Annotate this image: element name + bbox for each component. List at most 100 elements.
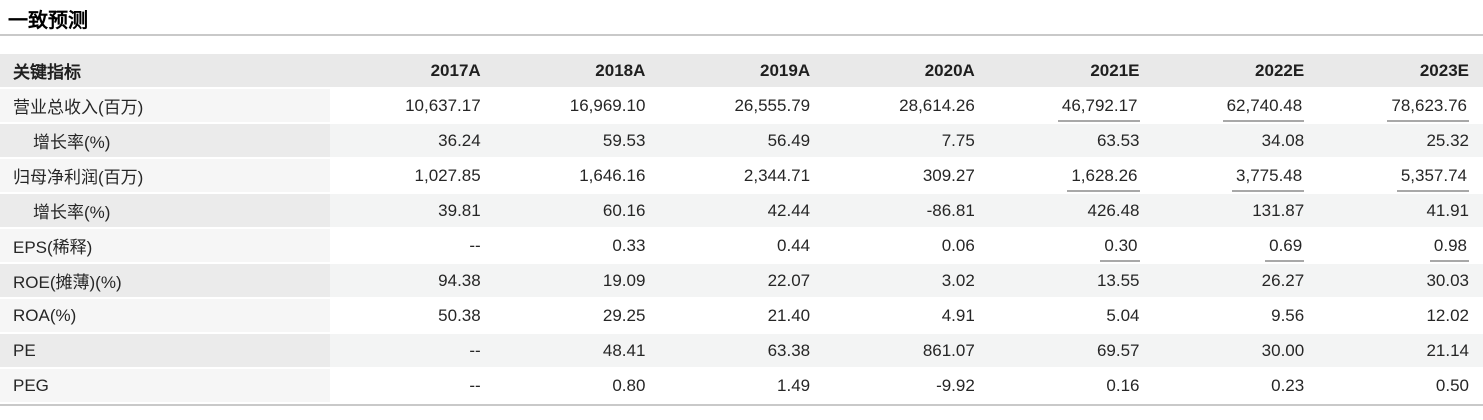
metric-value: 3.02 — [824, 264, 989, 297]
metric-value: 3,775.48 — [1153, 159, 1319, 192]
metric-value: 0.33 — [494, 229, 660, 262]
table-row: 营业总收入(百万) 10,637.17 16,969.10 26,555.79 28,6… — [0, 89, 1483, 122]
metric-value: 5.04 — [988, 299, 1154, 332]
metric-value: -- — [330, 229, 495, 262]
metric-value: 2,344.71 — [659, 159, 825, 192]
table-body: 营业总收入(百万) 10,637.17 16,969.10 26,555.79 28,6… — [0, 89, 1483, 402]
table-row: ROE(摊薄)(%) 94.38 19.09 22.07 3.02 13.55 26.27 3… — [0, 264, 1483, 297]
estimate-underlined-value: 0.98 — [1429, 236, 1469, 262]
metric-value: 34.08 — [1153, 124, 1319, 157]
metric-value: 21.40 — [659, 299, 825, 332]
metric-value: 62,740.48 — [1153, 89, 1319, 122]
column-header-2018A: 2018A — [494, 54, 660, 87]
metric-value: 10,637.17 — [330, 89, 495, 122]
metric-value: 59.53 — [494, 124, 660, 157]
metric-value: 22.07 — [659, 264, 825, 297]
table-bottom-divider — [0, 404, 1483, 406]
section-title: 一致预测 — [8, 10, 88, 32]
metric-value: 861.07 — [824, 334, 989, 367]
metric-value: 0.30 — [988, 229, 1154, 262]
column-header-2023E: 2023E — [1318, 54, 1483, 87]
metric-value: 26,555.79 — [659, 89, 825, 122]
metric-value: 0.50 — [1318, 369, 1483, 402]
metric-value: 16,969.10 — [494, 89, 660, 122]
metric-value: 0.80 — [494, 369, 660, 402]
metric-value: 1,628.26 — [988, 159, 1154, 192]
metric-value: 30.00 — [1153, 334, 1319, 367]
forecast-table: 关键指标 2017A 2018A 2019A 2020A 2021E 2022E… — [0, 52, 1483, 404]
metric-label: EPS(稀释) — [0, 229, 330, 262]
column-header-2020A: 2020A — [824, 54, 989, 87]
column-header-metric: 关键指标 — [0, 54, 330, 87]
metric-label: 归母净利润(百万) — [0, 159, 330, 192]
metric-label: 增长率(%) — [0, 194, 330, 227]
table-row: PEG -- 0.80 1.49 -9.92 0.16 0.23 0.50 — [0, 369, 1483, 402]
metric-value: 69.57 — [988, 334, 1154, 367]
estimate-underlined-value: 46,792.17 — [1057, 96, 1140, 122]
column-header-2022E: 2022E — [1153, 54, 1319, 87]
metric-value: 1.49 — [659, 369, 825, 402]
table-row: ROA(%) 50.38 29.25 21.40 4.91 5.04 9.56 12.02 — [0, 299, 1483, 332]
metric-value: 36.24 — [330, 124, 495, 157]
title-divider — [0, 34, 1483, 36]
metric-label: PEG — [0, 369, 330, 402]
estimate-underlined-value: 78,623.76 — [1387, 96, 1469, 122]
table-row: EPS(稀释) -- 0.33 0.44 0.06 0.30 0.69 0.98 — [0, 229, 1483, 262]
metric-value: 4.91 — [824, 299, 989, 332]
table-row: PE -- 48.41 63.38 861.07 69.57 30.00 21.14 — [0, 334, 1483, 367]
metric-value: 1,027.85 — [330, 159, 495, 192]
column-header-2019A: 2019A — [659, 54, 825, 87]
metric-value: 9.56 — [1153, 299, 1319, 332]
table-row: 增长率(%) 36.24 59.53 56.49 7.75 63.53 34.08 25.32 — [0, 124, 1483, 157]
table-row: 增长率(%) 39.81 60.16 42.44 -86.81 426.48 131.87 4… — [0, 194, 1483, 227]
metric-value: 19.09 — [494, 264, 660, 297]
metric-value: 42.44 — [659, 194, 825, 227]
metric-value: 12.02 — [1318, 299, 1483, 332]
table-row: 归母净利润(百万) 1,027.85 1,646.16 2,344.71 309.27 1… — [0, 159, 1483, 192]
metric-value: 5,357.74 — [1318, 159, 1483, 192]
metric-value: 0.69 — [1153, 229, 1319, 262]
metric-label: PE — [0, 334, 330, 367]
metric-value: 50.38 — [330, 299, 495, 332]
metric-value: 309.27 — [824, 159, 989, 192]
metric-value: 30.03 — [1318, 264, 1483, 297]
metric-label: ROA(%) — [0, 299, 330, 332]
metric-value: 78,623.76 — [1318, 89, 1483, 122]
metric-value: 39.81 — [330, 194, 495, 227]
metric-value: 0.98 — [1318, 229, 1483, 262]
metric-value: 29.25 — [494, 299, 660, 332]
metric-value: 13.55 — [988, 264, 1154, 297]
metric-value: 1,646.16 — [494, 159, 660, 192]
metric-value: -9.92 — [824, 369, 989, 402]
estimate-underlined-value: 0.69 — [1265, 236, 1305, 262]
metric-value: -- — [330, 369, 495, 402]
metric-value: 21.14 — [1318, 334, 1483, 367]
metric-value: 0.06 — [824, 229, 989, 262]
metric-value: 426.48 — [988, 194, 1154, 227]
estimate-underlined-value: 5,357.74 — [1396, 166, 1469, 192]
metric-value: 0.16 — [988, 369, 1154, 402]
table-header-row: 关键指标 2017A 2018A 2019A 2020A 2021E 2022E… — [0, 54, 1483, 87]
metric-value: 63.38 — [659, 334, 825, 367]
metric-value: 0.23 — [1153, 369, 1319, 402]
metric-value: 26.27 — [1153, 264, 1319, 297]
metric-value: 28,614.26 — [824, 89, 989, 122]
column-header-2021E: 2021E — [988, 54, 1154, 87]
metric-value: 7.75 — [824, 124, 989, 157]
metric-value: 56.49 — [659, 124, 825, 157]
column-header-2017A: 2017A — [330, 54, 495, 87]
metric-label: 营业总收入(百万) — [0, 89, 330, 122]
metric-value: 60.16 — [494, 194, 660, 227]
metric-value: 94.38 — [330, 264, 495, 297]
metric-value: 46,792.17 — [988, 89, 1154, 122]
metric-label: 增长率(%) — [0, 124, 330, 157]
metric-value: 0.44 — [659, 229, 825, 262]
metric-value: -- — [330, 334, 495, 367]
metric-value: 41.91 — [1318, 194, 1483, 227]
metric-value: 48.41 — [494, 334, 660, 367]
metric-value: -86.81 — [824, 194, 989, 227]
estimate-underlined-value: 62,740.48 — [1222, 96, 1305, 122]
estimate-underlined-value: 1,628.26 — [1067, 166, 1140, 192]
metric-value: 131.87 — [1153, 194, 1319, 227]
estimate-underlined-value: 0.30 — [1100, 236, 1140, 262]
